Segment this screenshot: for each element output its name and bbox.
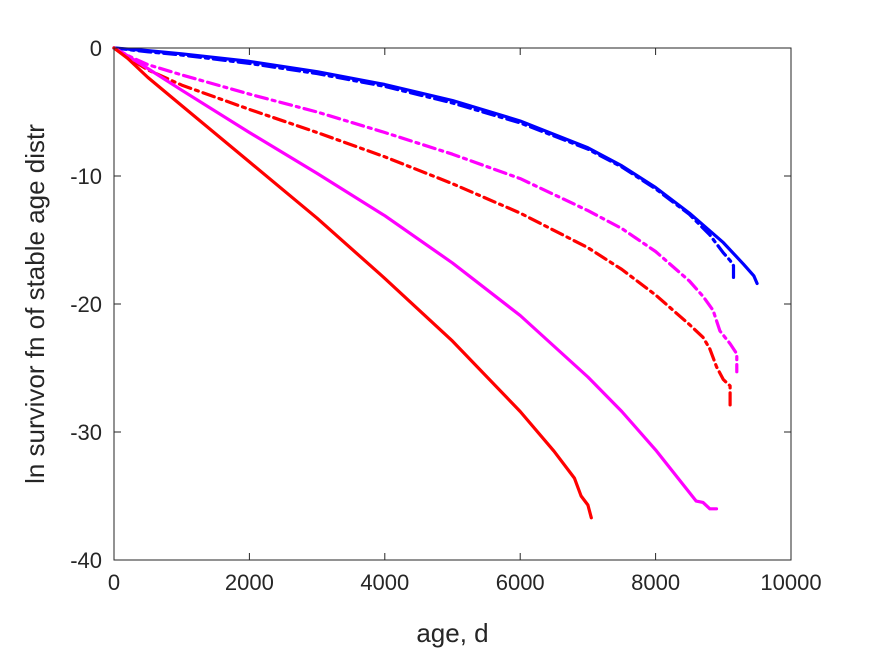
x-tick-label: 10000 <box>760 570 821 595</box>
y-tick-label: -10 <box>70 164 102 189</box>
y-tick-label: -20 <box>70 292 102 317</box>
series-line-4 <box>112 46 732 408</box>
x-axis-label: age, d <box>416 618 488 648</box>
x-tick-label: 2000 <box>225 570 274 595</box>
x-axis-ticks: 0 2000 4000 6000 8000 10000 <box>108 48 822 595</box>
y-tick-label: -30 <box>70 420 102 445</box>
y-tick-label: -40 <box>70 548 102 573</box>
series-line-2 <box>112 46 736 283</box>
x-tick-label: 0 <box>108 570 120 595</box>
x-tick-label: 4000 <box>360 570 409 595</box>
plot-area <box>114 48 791 560</box>
x-tick-label: 6000 <box>496 570 545 595</box>
y-tick-label: 0 <box>90 36 102 61</box>
series-line-6 <box>112 46 593 520</box>
x-tick-label: 8000 <box>631 570 680 595</box>
series-line-3 <box>112 46 739 374</box>
series-layer <box>112 46 759 520</box>
y-axis-ticks: 0 -10 -20 -30 -40 <box>70 36 791 573</box>
series-line-5 <box>112 46 719 511</box>
y-axis-label: ln survivor fn of stable age distr <box>20 124 50 484</box>
